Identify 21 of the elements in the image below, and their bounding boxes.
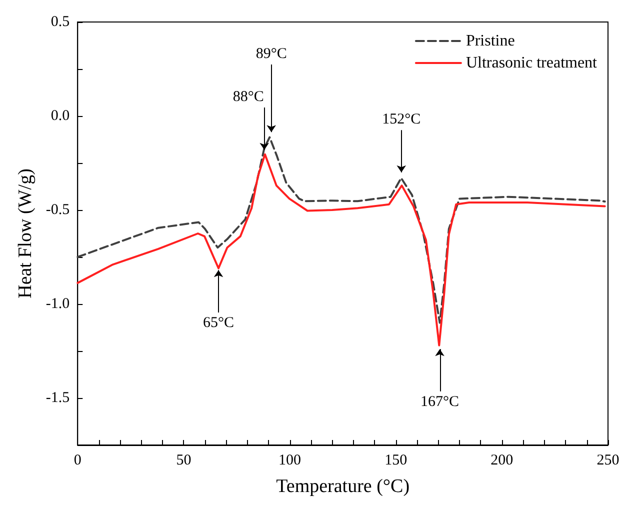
x-tick-label: 250 xyxy=(596,452,620,468)
x-tick-label: 0 xyxy=(74,452,82,468)
x-tick-label: 100 xyxy=(278,452,302,468)
legend-label: Pristine xyxy=(466,32,515,50)
annotation: 88°C xyxy=(232,89,264,106)
legend-label: Ultrasonic treatment xyxy=(466,54,598,72)
x-tick-label: 150 xyxy=(384,452,408,468)
y-axis-title: Heat Flow (W/g) xyxy=(15,168,36,298)
x-tick-label: 200 xyxy=(490,452,514,468)
annotation: 152°C xyxy=(382,112,421,128)
y-tick-label: -0.5 xyxy=(46,202,70,218)
y-tick-label: -1.5 xyxy=(46,390,70,406)
x-tick-label: 50 xyxy=(176,452,192,468)
annotation: 89°C xyxy=(256,46,287,62)
annotation: 65°C xyxy=(203,314,234,331)
y-tick-label: 0.5 xyxy=(50,14,70,30)
y-tick-label: -1.0 xyxy=(46,296,70,312)
x-axis-title: Temperature (°C) xyxy=(276,476,410,497)
line-series xyxy=(76,153,606,346)
y-tick-label: 0.0 xyxy=(50,108,70,124)
annotation: 167°C xyxy=(420,394,460,410)
